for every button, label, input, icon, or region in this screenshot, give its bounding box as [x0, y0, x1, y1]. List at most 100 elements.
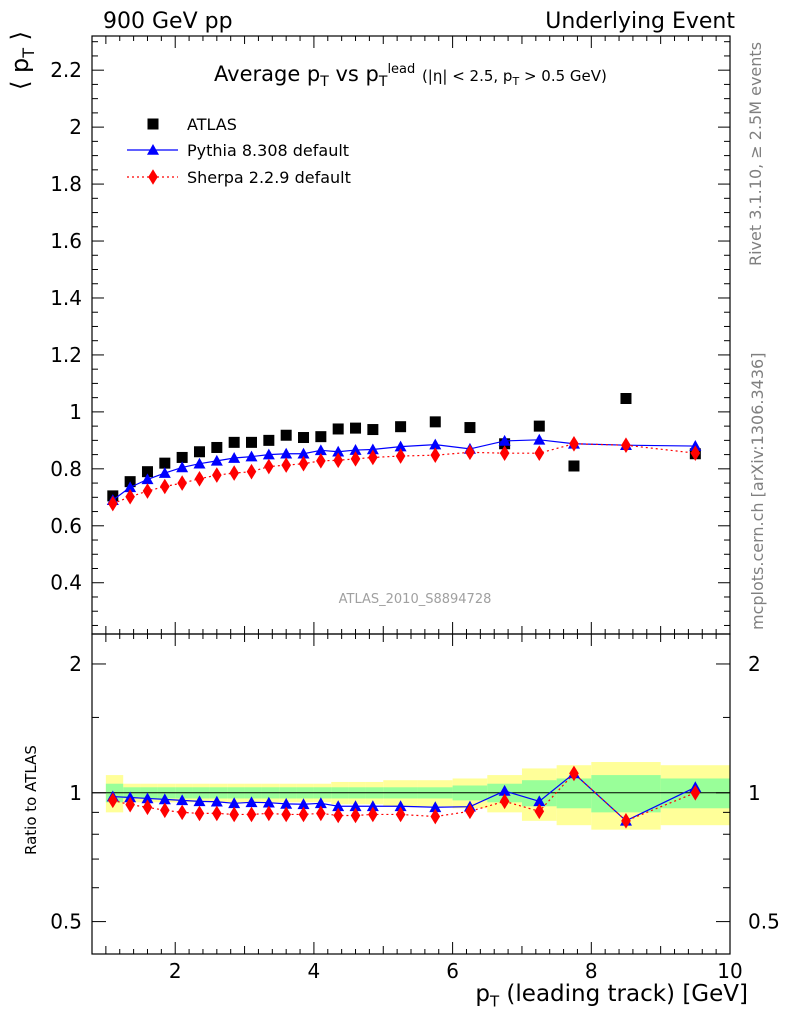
- ratio-data-point: [141, 792, 154, 804]
- data-point: [533, 433, 546, 445]
- main-plot-title: Average pT vs pTlead (|η| < 2.5, pT > 0.…: [214, 62, 607, 91]
- ratio-data-point: [228, 797, 241, 809]
- data-point: [315, 431, 327, 443]
- legend-label: Pythia 8.308 default: [187, 141, 349, 160]
- legend-label: Sherpa 2.2.9 default: [187, 168, 351, 187]
- ratio-data-point: [498, 784, 511, 796]
- x-tick-label: 10: [717, 959, 742, 983]
- ratio-y-tick-label: 0.5: [50, 910, 82, 934]
- data-point: [160, 478, 170, 495]
- ratio-data-point: [394, 800, 407, 812]
- ratio-uncertainty-band: [105, 762, 730, 830]
- x-tick-label: 2: [169, 959, 182, 983]
- data-point: [349, 444, 362, 455]
- y-tick-label: 0.4: [50, 571, 82, 595]
- y-tick-label: 2: [69, 115, 82, 139]
- ratio-data-point: [465, 803, 475, 820]
- data-point: [429, 416, 441, 428]
- x-tick-label: 6: [446, 959, 459, 983]
- ratio-data-point: [333, 807, 343, 824]
- header-right: Underlying Event: [545, 9, 735, 34]
- ratio-y-axis-label: Ratio to ATLAS: [22, 745, 40, 855]
- data-point: [533, 420, 545, 432]
- ratio-data-point: [368, 806, 378, 823]
- ratio-data-point: [533, 795, 546, 807]
- data-point: [332, 445, 345, 457]
- data-point: [281, 457, 291, 473]
- ratio-data-point: [621, 813, 631, 829]
- ratio-data-point: [262, 796, 275, 808]
- y-tick-label: 1.4: [50, 286, 82, 310]
- data-point: [464, 422, 476, 434]
- ratio-data-point: [349, 800, 362, 812]
- data-point: [159, 457, 171, 469]
- ratio-data-point: [212, 805, 222, 822]
- ratio-data-point: [429, 801, 442, 813]
- data-point: [176, 451, 188, 463]
- x-tick-label: 8: [585, 959, 598, 983]
- data-point: [194, 471, 205, 487]
- band-inner-bin: [591, 775, 661, 813]
- ratio-data-point: [395, 806, 406, 823]
- data-point: [314, 444, 327, 456]
- data-point: [395, 421, 407, 433]
- data-point: [350, 451, 361, 467]
- ratio-data-point: [108, 792, 118, 809]
- legend: ATLAS Pythia 8.308 default Sherpa 2.2.9 de…: [127, 115, 351, 187]
- y-tick-label: 1.8: [50, 172, 82, 196]
- data-point: [228, 436, 240, 448]
- ratio-data-point: [332, 800, 345, 812]
- data-point: [264, 458, 274, 475]
- ratio-data-point: [158, 793, 171, 805]
- data-point: [228, 452, 241, 463]
- x-tick-label: 4: [308, 959, 321, 983]
- data-point: [263, 434, 275, 446]
- ratio-series-line: [112, 772, 696, 822]
- watermark: ATLAS_2010_S8894728: [339, 592, 492, 607]
- legend-marker: [148, 169, 158, 185]
- main-y-axis-label: ⟨ pT ⟩: [6, 30, 38, 90]
- data-point: [395, 448, 406, 464]
- ratio-data-point: [229, 806, 239, 823]
- rivet-version-label: Rivet 3.1.10, ≥ 2.5M events: [746, 41, 765, 266]
- data-point: [350, 422, 362, 434]
- data-point: [333, 452, 343, 469]
- data-point: [193, 446, 205, 458]
- data-point: [245, 450, 258, 462]
- ratio-data-point: [210, 795, 223, 807]
- data-point: [534, 445, 545, 461]
- ratio-y-tick-label: 1: [69, 781, 82, 805]
- ratio-data-point: [366, 800, 379, 812]
- ratio-data-point: [125, 796, 135, 813]
- ratio-data-point: [281, 806, 291, 823]
- data-point: [465, 444, 475, 461]
- axis-tick-labels: 2 4 6 8 10 0.4 0.6 0.8 1 1.2 1.4 1.6 1.8 2 2.2 0.5 0.5 1 1…: [50, 58, 780, 983]
- ratio-y-tick-label-right: 1: [748, 781, 761, 805]
- data-point: [569, 435, 579, 452]
- ratio-data-point: [246, 806, 257, 823]
- data-point: [212, 467, 222, 483]
- data-point: [246, 436, 257, 448]
- ratio-data-point: [194, 805, 205, 822]
- ratio-data-point: [176, 794, 189, 806]
- data-point: [368, 449, 378, 466]
- ratio-data-point: [690, 784, 701, 801]
- data-point: [177, 475, 187, 491]
- data-point: [316, 453, 326, 469]
- y-tick-label: 1: [69, 400, 82, 424]
- ratio-data-point: [569, 765, 579, 782]
- data-point: [429, 438, 442, 450]
- ratio-data-point: [245, 796, 258, 808]
- data-point: [229, 465, 239, 481]
- ratio-data-point: [314, 797, 327, 809]
- ratio-data-point: [177, 804, 187, 821]
- data-point: [366, 443, 379, 455]
- data-point: [499, 445, 510, 461]
- data-point: [246, 463, 257, 480]
- ratio-y-tick-label-right: 2: [748, 652, 761, 676]
- data-point: [210, 454, 223, 466]
- ratio-data-point: [297, 798, 310, 810]
- y-tick-label: 1.2: [50, 343, 82, 367]
- y-tick-label: 0.8: [50, 457, 82, 481]
